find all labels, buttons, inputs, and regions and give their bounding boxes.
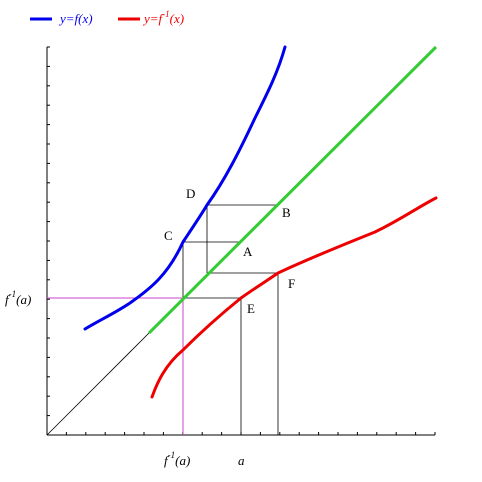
point-label-D: D [186,186,195,201]
legend-label-finv: y=f-1(x) [142,9,184,26]
x-axis-ticks [46,432,436,435]
axis-labels: f-1(a) f-1(a) a [5,289,245,468]
f-curve [83,45,287,331]
identity-line [147,45,438,335]
point-label-E: E [247,301,255,316]
point-label-C: C [164,228,173,243]
origin-diagonal [46,330,152,436]
x-axis-label-a: a [238,453,245,468]
y-axis-label-finv-a: f-1(a) [5,289,31,307]
legend-label-f: y=f(x) [58,11,93,26]
y-axis-ticks [47,46,50,436]
legend: y=f(x) y=f-1(x) [30,9,184,26]
x-axis-label-finv-a: f-1(a) [164,450,190,468]
construction-lines [182,204,279,435]
point-label-F: F [288,276,295,291]
finv-curve [150,196,438,399]
point-labels: A B C D E F [164,186,295,316]
finv-a-guides [47,297,184,435]
point-label-B: B [282,205,291,220]
point-label-A: A [243,244,253,259]
